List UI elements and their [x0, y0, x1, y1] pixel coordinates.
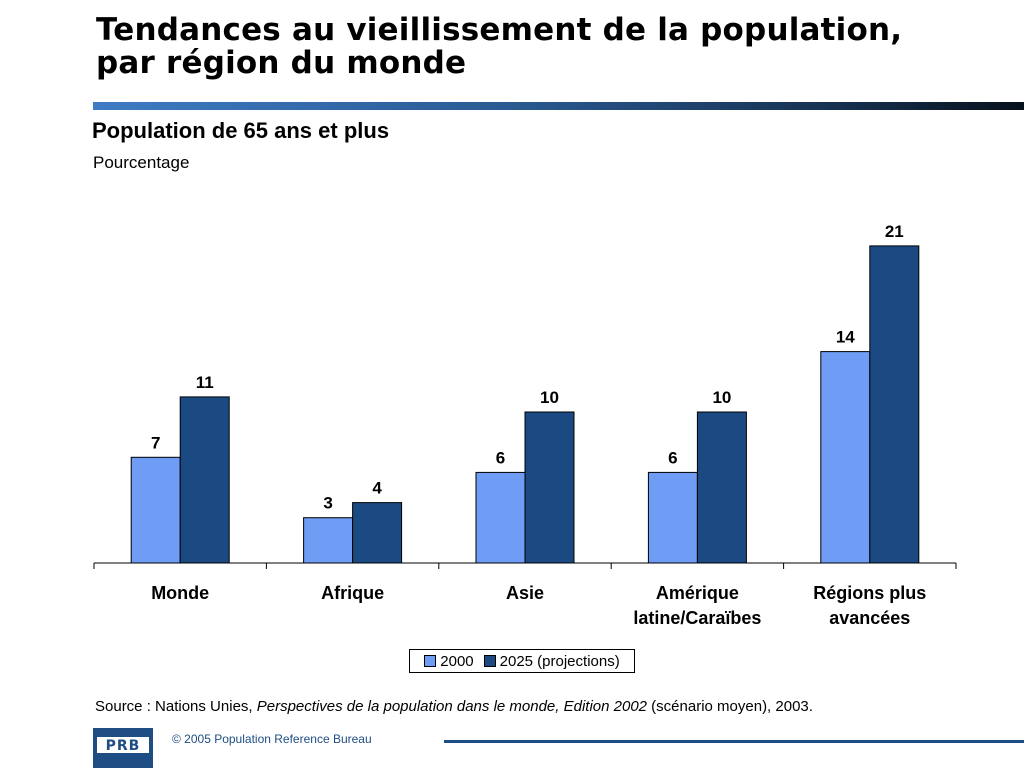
- footer-rule: [444, 740, 1024, 743]
- data-label-2025: 11: [196, 373, 214, 392]
- data-label-2000: 7: [151, 433, 160, 452]
- chart-subtitle: Population de 65 ans et plus: [92, 118, 390, 143]
- x-tick-label: Asie: [506, 583, 544, 603]
- x-tick-label: latine/Caraïbes: [633, 608, 761, 628]
- bar-2000: [475, 471, 526, 564]
- slide-title: Tendances au vieillissement de la popula…: [96, 14, 996, 80]
- prb-logo-text: PRB: [106, 738, 141, 754]
- data-label-2000: 6: [668, 448, 677, 467]
- prb-logo-mark: PRB: [97, 737, 149, 754]
- data-label-2000: 3: [323, 494, 332, 513]
- bar-2025: [352, 502, 403, 564]
- x-tick-label: Régions plus: [813, 583, 926, 603]
- slide-title-line-2: par région du monde: [96, 45, 467, 81]
- data-label-2000: 6: [496, 448, 505, 467]
- x-tick-label: Amérique: [656, 583, 739, 603]
- source-title: Perspectives de la population dans le mo…: [256, 698, 648, 715]
- legend-item-2000: 2000: [424, 652, 474, 670]
- legend-label-2025: 2025 (projections): [499, 652, 620, 670]
- legend-label-2000: 2000: [440, 652, 474, 670]
- bar-2025: [869, 245, 920, 564]
- legend-item-2025: 2025 (projections): [483, 652, 620, 670]
- bar-2000: [647, 471, 698, 564]
- legend-swatch-2000: [424, 655, 437, 667]
- y-unit-label: Pourcentage: [93, 153, 190, 172]
- source-prefix: Source : Nations Unies,: [95, 698, 257, 715]
- data-label-2025: 10: [540, 388, 559, 407]
- source-note: Source : Nations Unies, Perspectives de …: [95, 698, 813, 715]
- bar-2025: [524, 411, 575, 564]
- bar-2000: [130, 456, 181, 564]
- slide-title-line-1: Tendances au vieillissement de la popula…: [96, 12, 903, 48]
- bar-2025: [179, 396, 230, 564]
- bar-chart: 7 11 Monde 3 4 Afrique 6 10 Asie 6 10 Amérique latin…: [93, 222, 957, 628]
- data-label-2025: 4: [372, 479, 382, 498]
- data-label-2025: 21: [885, 222, 904, 241]
- x-tick-label: Monde: [151, 583, 209, 603]
- x-tick-label: Afrique: [321, 583, 384, 603]
- bar-2000: [303, 517, 354, 564]
- title-underline-bar: [93, 102, 1024, 110]
- data-label-2000: 14: [836, 328, 855, 347]
- bar-2025: [696, 411, 747, 564]
- source-suffix: (scénario moyen), 2003.: [647, 698, 813, 715]
- legend-swatch-2025: [483, 655, 496, 667]
- data-label-2025: 10: [712, 388, 731, 407]
- x-tick-label: avancées: [829, 608, 910, 628]
- chart-legend: 2000 2025 (projections): [409, 649, 635, 673]
- bar-2000: [820, 351, 871, 564]
- copyright-notice: © 2005 Population Reference Bureau: [172, 732, 372, 746]
- prb-logo: PRB: [93, 728, 153, 768]
